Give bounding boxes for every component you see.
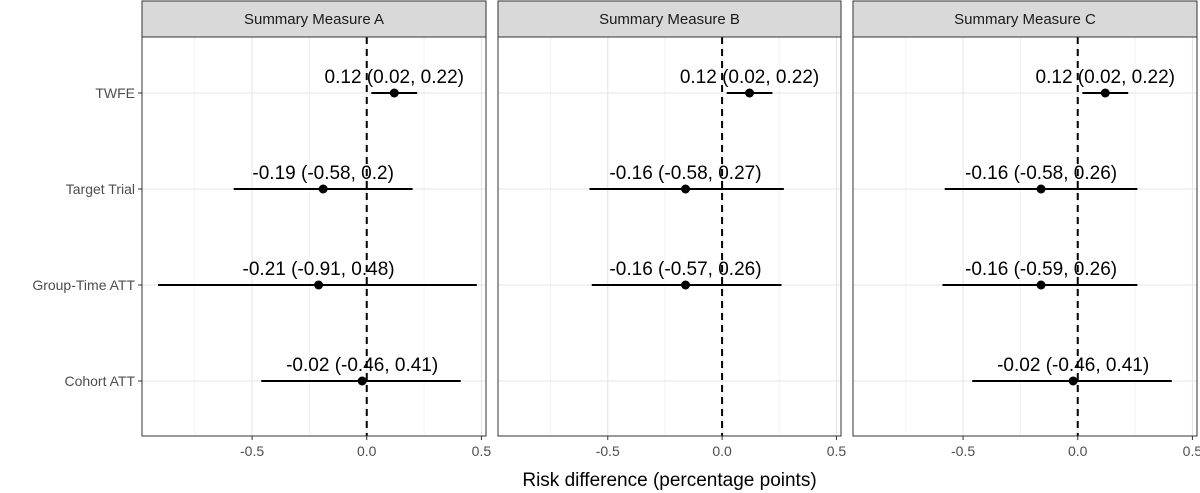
x-tick-label: 0.5	[1183, 443, 1200, 459]
estimate-point	[1068, 376, 1078, 386]
data-label: -0.19 (-0.58, 0.2)	[252, 163, 394, 184]
plot-background	[498, 37, 841, 436]
estimate-point	[1036, 280, 1046, 290]
data-label: -0.02 (-0.46, 0.41)	[997, 355, 1149, 376]
facet-strip	[852, 0, 1198, 38]
data-label: 0.12 (0.02, 0.22)	[325, 67, 464, 88]
data-label: -0.16 (-0.57, 0.26)	[609, 259, 761, 280]
data-label: -0.16 (-0.58, 0.26)	[965, 163, 1117, 184]
estimate-point	[681, 184, 691, 194]
data-label: -0.16 (-0.58, 0.27)	[609, 163, 761, 184]
y-category-label: Target Trial	[66, 181, 135, 197]
estimate-point	[389, 88, 399, 98]
facet-title: Summary Measure A	[244, 11, 384, 28]
x-axis-title: Risk difference (percentage points)	[522, 470, 816, 491]
facet-title: Summary Measure C	[954, 11, 1096, 28]
x-tick-label: 0.5	[827, 443, 847, 459]
x-tick-label: -0.5	[240, 443, 264, 459]
panel-border	[852, 36, 1198, 437]
estimate-point	[357, 376, 367, 386]
facet-panel: Summary Measure B 0.12 (0.02, 0.22) -0.16 …	[497, 0, 847, 459]
data-label: -0.02 (-0.46, 0.41)	[286, 355, 438, 376]
panel-border	[497, 36, 842, 437]
x-tick-label: 0.0	[1068, 443, 1088, 459]
facet-strip	[497, 0, 842, 38]
facet-title: Summary Measure B	[599, 11, 740, 28]
data-label: -0.21 (-0.91, 0.48)	[243, 259, 395, 280]
estimate-point	[681, 280, 691, 290]
x-tick-label: 0.5	[472, 443, 492, 459]
x-tick-label: 0.0	[357, 443, 377, 459]
y-category-label: TWFE	[95, 85, 135, 101]
estimate-point	[1036, 184, 1046, 194]
facet-panel: Summary Measure C 0.12 (0.02, 0.22) -0.16 …	[852, 0, 1200, 459]
data-label: 0.12 (0.02, 0.22)	[680, 67, 819, 88]
x-tick-label: 0.0	[712, 443, 732, 459]
facet-strip	[141, 0, 487, 38]
plot-background	[142, 37, 486, 436]
estimate-point	[314, 280, 324, 290]
estimate-point	[318, 184, 328, 194]
y-category-label: Cohort ATT	[64, 373, 135, 389]
x-tick-label: -0.5	[951, 443, 975, 459]
y-category-label: Group-Time ATT	[32, 277, 135, 293]
estimate-point	[1100, 88, 1110, 98]
panel-border	[141, 36, 487, 437]
facet-panel: Summary Measure A 0.12 (0.02, 0.22) -0.19 …	[141, 0, 492, 459]
data-label: 0.12 (0.02, 0.22)	[1036, 67, 1175, 88]
estimate-point	[745, 88, 755, 98]
data-label: -0.16 (-0.59, 0.26)	[965, 259, 1117, 280]
x-tick-label: -0.5	[596, 443, 620, 459]
plot-background	[853, 37, 1197, 436]
